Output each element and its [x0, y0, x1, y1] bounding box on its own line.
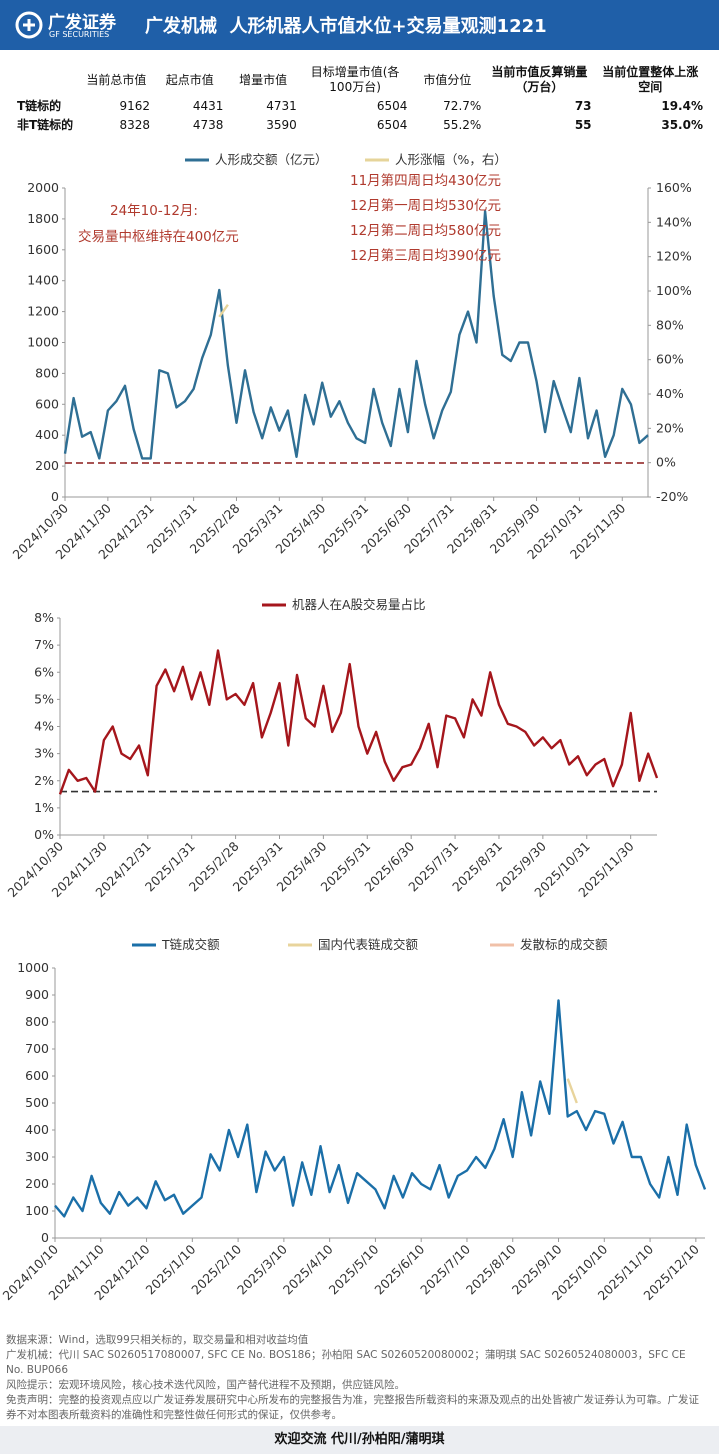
- header-bar: 广发证券 GF SECURITIES 广发机械 人形机器人市值水位+交易量观测1…: [0, 0, 719, 50]
- series-line: [218, 304, 229, 318]
- table-cell: 非T链标的: [17, 118, 74, 132]
- y-tick-label: 200: [25, 1176, 49, 1191]
- table-cell: 73: [574, 98, 592, 113]
- y-tick-label: 0: [41, 1230, 49, 1245]
- table-cell: 3590: [266, 117, 297, 132]
- table-cell: 6504: [376, 98, 408, 113]
- y-tick-label: 1000: [27, 335, 59, 350]
- table-cell: 9162: [119, 98, 151, 113]
- series-line: [63, 210, 649, 460]
- annotation: 交易量中枢维持在400亿元: [78, 228, 239, 245]
- y2-tick-label: 140%: [656, 214, 692, 229]
- column-header: 目标增量市值(各100万台): [310, 65, 400, 94]
- table-cell: 6504: [376, 117, 408, 132]
- legend-label: 发散标的成交额: [520, 937, 608, 952]
- page-title: 广发机械 人形机器人市值水位+交易量观测1221: [145, 16, 547, 37]
- y2-tick-label: 20%: [656, 420, 684, 435]
- logo-text: 广发证券: [48, 13, 116, 33]
- legend-label: 机器人在A股交易量占比: [292, 597, 426, 612]
- footnote: 广发机械：代川 SAC S0260517080007, SFC CE No. B…: [6, 1349, 686, 1376]
- y-tick-label: 1800: [27, 211, 59, 226]
- y-tick-label: 300: [25, 1149, 49, 1164]
- y2-tick-label: -20%: [656, 489, 688, 504]
- y-tick-label: 600: [35, 396, 59, 411]
- table-cell: 8328: [119, 117, 151, 132]
- footnote: 数据来源：Wind，选取99只相关标的，取交易量和相对收益均值: [6, 1334, 309, 1346]
- series-line: [54, 999, 707, 1218]
- y-tick-label: 2000: [27, 180, 59, 195]
- y-tick-label: 500: [25, 1095, 49, 1110]
- column-header: 当前市值反算销量（万台）: [491, 65, 588, 94]
- y2-tick-label: 40%: [656, 386, 684, 401]
- table-cell: 72.7%: [443, 98, 482, 113]
- column-header: 当前位置整体上涨空间: [602, 65, 699, 94]
- legend-label: 人形涨幅（%，右）: [395, 152, 507, 167]
- y2-tick-label: 120%: [656, 249, 692, 264]
- logo-icon: [15, 11, 43, 39]
- y-tick-label: 0: [51, 489, 59, 504]
- y2-tick-label: 60%: [656, 352, 684, 367]
- y-tick-label: 100: [25, 1203, 49, 1218]
- y-tick-label: 1200: [27, 304, 59, 319]
- y-tick-label: 1400: [27, 273, 59, 288]
- y-tick-label: 400: [35, 427, 59, 442]
- logo-en: GF SECURITIES: [49, 30, 110, 39]
- charts: 0200400600800100012001400160018002000-20…: [0, 152, 707, 1303]
- summary-table: 当前总市值 起点市值 增量市值 目标增量市值(各100万台) 市值分位 当前市值反算销量（…: [14, 64, 706, 134]
- table-cell: 19.4%: [661, 98, 703, 113]
- y-tick-label: 8%: [34, 610, 54, 625]
- series-line: [58, 649, 659, 795]
- table-cell: 4731: [266, 98, 297, 113]
- y2-tick-label: 160%: [656, 180, 692, 195]
- column-header: 起点市值: [165, 72, 214, 87]
- footnote: 风险提示：宏观环境风险，核心技术迭代风险，国产替代进程不及预期，供应链风险。: [6, 1379, 405, 1391]
- y-tick-label: 200: [35, 458, 59, 473]
- y-tick-label: 700: [25, 1041, 49, 1056]
- y2-tick-label: 100%: [656, 283, 692, 298]
- annotation: 12月第三周日均390亿元: [350, 247, 501, 264]
- y-tick-label: 1%: [34, 800, 54, 815]
- table-cell: 55.2%: [443, 117, 482, 132]
- column-header: 市值分位: [423, 72, 472, 87]
- y-tick-label: 5%: [34, 691, 54, 706]
- table-cell: T链标的: [17, 99, 62, 113]
- y-tick-label: 1600: [27, 242, 59, 257]
- y-tick-label: 6%: [34, 664, 54, 679]
- table-cell: 4738: [192, 117, 224, 132]
- y-tick-label: 0%: [34, 827, 54, 842]
- legend-label: T链成交额: [161, 937, 220, 952]
- annotation: 24年10-12月:: [110, 203, 198, 219]
- footnote: 免责声明：完整的投资观点应以广发证券发展研究中心所发布的完整报告为准，完整报告所…: [6, 1394, 699, 1421]
- y-tick-label: 600: [25, 1068, 49, 1083]
- annotation: 12月第一周日均530亿元: [350, 197, 501, 214]
- y-tick-label: 3%: [34, 746, 54, 761]
- y-tick-label: 900: [25, 987, 49, 1002]
- contact-bar: 欢迎交流 代川/孙柏阳/蒲明琪: [0, 1426, 719, 1454]
- series-line: [566, 1078, 578, 1104]
- y-tick-label: 800: [25, 1014, 49, 1029]
- column-header: 当前总市值: [86, 72, 147, 87]
- annotation: 12月第二周日均580亿元: [350, 222, 501, 239]
- y-tick-label: 1000: [17, 960, 49, 975]
- y-tick-label: 800: [35, 365, 59, 380]
- y-tick-label: 4%: [34, 719, 54, 734]
- y2-tick-label: 0%: [656, 455, 676, 470]
- legend-label: 国内代表链成交额: [318, 937, 419, 952]
- table-row: 非T链标的 8328 4738 3590 6504 55.2% 55 35.0%: [14, 115, 706, 134]
- legend-label: 人形成交额（亿元）: [215, 152, 328, 167]
- table-cell: 4431: [192, 98, 224, 113]
- annotation: 11月第四周日均430亿元: [350, 172, 501, 189]
- column-header: 增量市值: [239, 72, 288, 87]
- y-tick-label: 2%: [34, 773, 54, 788]
- y-tick-label: 7%: [34, 637, 54, 652]
- y2-tick-label: 80%: [656, 317, 684, 332]
- table-cell: 55: [574, 117, 592, 132]
- table-cell: 35.0%: [661, 117, 703, 132]
- table-header-row: 当前总市值 起点市值 增量市值 目标增量市值(各100万台) 市值分位 当前市值反算销量（…: [14, 64, 706, 96]
- y-tick-label: 400: [25, 1122, 49, 1137]
- table-row: T链标的 9162 4431 4731 6504 72.7% 73 19.4%: [14, 96, 706, 115]
